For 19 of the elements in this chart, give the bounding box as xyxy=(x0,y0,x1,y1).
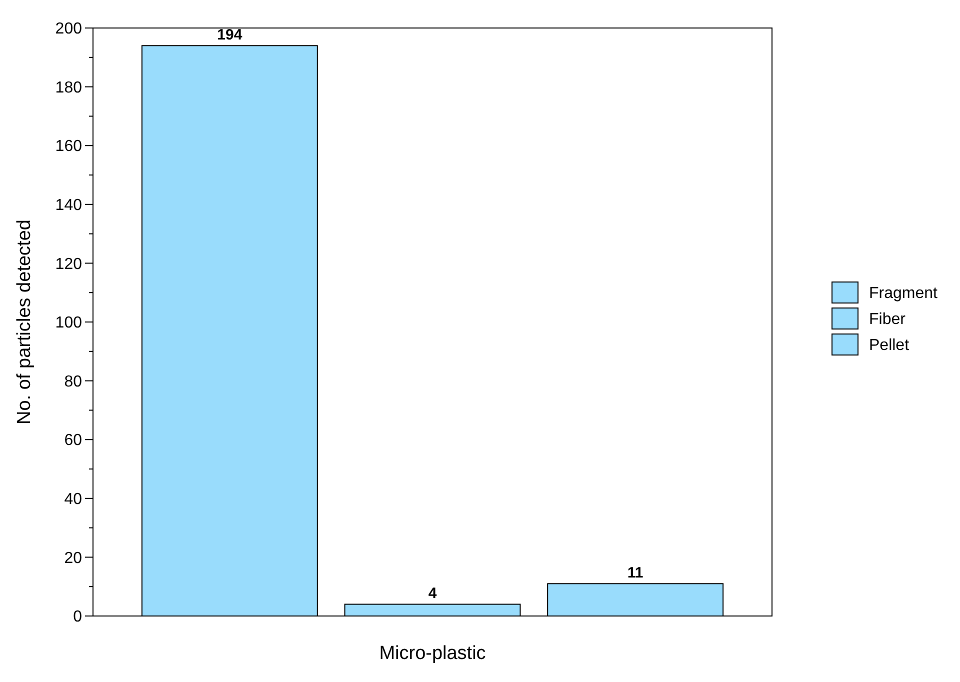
y-tick-label: 0 xyxy=(73,608,82,626)
legend-label: Pellet xyxy=(869,337,910,354)
x-axis-title: Micro-plastic xyxy=(379,643,486,664)
legend-label: Fiber xyxy=(869,311,906,328)
y-tick-label: 40 xyxy=(64,491,82,508)
y-tick-label: 20 xyxy=(64,550,82,567)
data-label: 11 xyxy=(627,564,644,582)
y-tick-label: 180 xyxy=(55,79,82,96)
data-label: 194 xyxy=(217,26,243,44)
legend-label: Fragment xyxy=(869,285,938,302)
y-tick-label: 140 xyxy=(55,197,82,214)
y-tick-label: 160 xyxy=(55,138,82,156)
data-label: 4 xyxy=(428,585,438,602)
y-tick-label: 80 xyxy=(64,373,82,390)
y-tick-label: 60 xyxy=(64,432,82,450)
y-tick-label: 200 xyxy=(55,20,82,38)
y-tick-label: 100 xyxy=(55,314,82,332)
y-axis-title: No. of particles detected xyxy=(14,220,35,424)
y-tick-label: 120 xyxy=(55,256,82,273)
